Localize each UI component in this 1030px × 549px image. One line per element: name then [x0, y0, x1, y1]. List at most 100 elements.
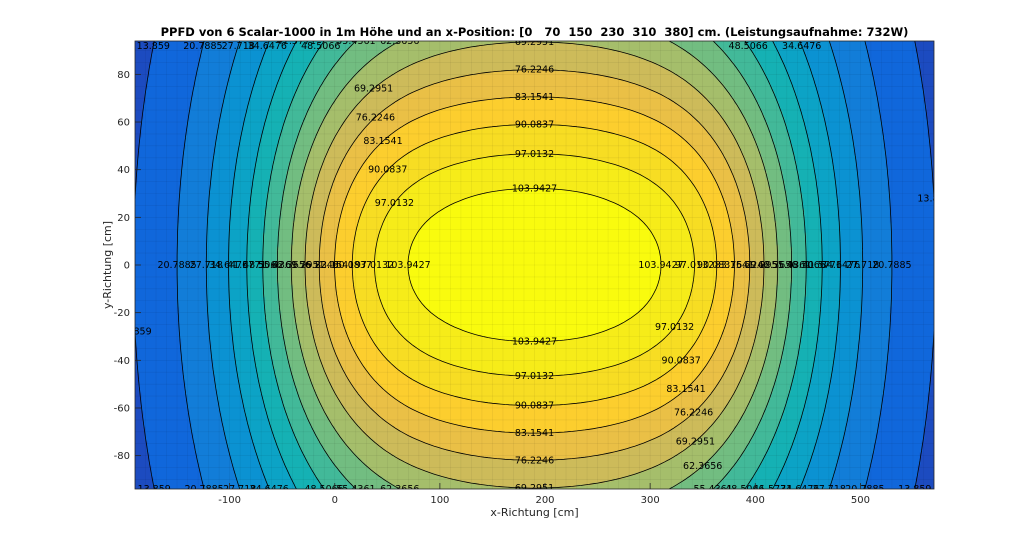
contour-label: 34.6476	[782, 41, 821, 52]
contour-label: 83.1541	[715, 260, 754, 271]
contour-label: 76.2246	[674, 408, 713, 419]
contour-label: 27.718	[222, 41, 255, 52]
contour-label: 55.4361	[772, 260, 811, 271]
y-tick-label: -20	[114, 308, 130, 319]
contour-line-1	[135, 41, 934, 489]
contour-line-6	[262, 41, 807, 489]
grid-lines	[135, 41, 934, 489]
contour-line-11	[334, 96, 735, 434]
contour-label: 55.4361	[336, 484, 375, 495]
contour-label: 27.718	[190, 260, 223, 271]
y-tick-label: 20	[117, 213, 130, 224]
y-tick-label: -60	[114, 403, 130, 414]
ppfd-heatmap	[135, 41, 934, 489]
contour-label: 103.9427	[512, 337, 557, 348]
contour-label: 27.718	[846, 260, 879, 271]
x-tick-label: 200	[535, 495, 554, 506]
contour-label: 62.3656	[380, 36, 419, 47]
contour-labels: 13.859 13.859 13.859 13.859 13.859 20.7885 20.…	[118, 36, 950, 495]
contour-label: 55.4361	[693, 484, 732, 495]
contour-label: 90.0837	[368, 165, 407, 176]
contour-label: 103.9427	[385, 260, 430, 271]
contour-label: 83.1541	[666, 384, 705, 395]
contour-label: 41.5771	[753, 484, 792, 495]
contour-line-3	[205, 41, 864, 489]
contour-label: 13.859	[917, 194, 950, 205]
contour-label: 103.9427	[638, 260, 683, 271]
y-tick-label: 40	[117, 165, 130, 176]
contour-label: 62.3656	[758, 260, 797, 271]
contour-label: 76.2246	[515, 65, 554, 76]
contour-line-2	[176, 41, 893, 489]
contour-label: 76.2246	[300, 260, 339, 271]
contour-label: 83.1541	[363, 136, 402, 147]
contour-label: 48.5066	[729, 41, 768, 52]
contour-label: 41.5771	[227, 260, 266, 271]
contour-label: 97.0132	[515, 149, 554, 160]
contour-label: 69.2951	[515, 483, 554, 494]
contour-label: 97.0132	[655, 322, 694, 333]
contour-label: 76.2246	[730, 260, 769, 271]
contour-line-8	[290, 41, 779, 489]
contour-label: 20.7885	[845, 484, 884, 495]
contour-label: 83.1541	[315, 260, 354, 271]
y-tick-label: -80	[114, 451, 130, 462]
contour-label: 34.6476	[821, 260, 860, 271]
contour-label: 27.718	[223, 484, 256, 495]
x-tick-label: 0	[332, 495, 338, 506]
y-tick-label: -40	[114, 356, 130, 367]
y-axis-label: y-Richtung [cm]	[101, 221, 114, 309]
contour-label: 41.5771	[277, 36, 316, 47]
contour-label: 90.0837	[697, 260, 736, 271]
contour-label: 41.5771	[803, 260, 842, 271]
x-tick-label: -100	[218, 495, 241, 506]
contour-label: 48.5066	[725, 484, 764, 495]
contour-label: 83.1541	[515, 428, 554, 439]
contour-label: 48.5066	[243, 260, 282, 271]
contour-line-4	[228, 41, 841, 489]
contour-label: 90.0837	[662, 355, 701, 366]
plot-area: 13.859 13.859 13.859 13.859 13.859 20.7885 20.…	[118, 36, 950, 495]
contour-label: 48.5066	[787, 260, 826, 271]
contour-label: 48.5066	[301, 41, 340, 52]
contour-label: 90.0837	[515, 120, 554, 131]
contour-line-13	[374, 153, 695, 377]
contour-label: 83.1541	[515, 92, 554, 103]
x-axis-label: x-Richtung [cm]	[490, 506, 578, 519]
contour-label: 20.7885	[184, 484, 223, 495]
chart-title: PPFD von 6 Scalar-1000 in 1m Höhe und an…	[161, 25, 909, 39]
contour-label: 103.9427	[512, 184, 557, 195]
y-axis: -80 -60 -40 -20 0 20 40 60 80	[114, 70, 141, 462]
contour-label: 62.3656	[683, 461, 722, 472]
contour-label: 20.7885	[157, 260, 196, 271]
y-tick-label: 60	[117, 118, 130, 129]
contour-label: 13.859	[118, 327, 151, 338]
x-tick-label: 100	[430, 495, 449, 506]
contour-label: 69.2951	[744, 260, 783, 271]
contour-label: 13.859	[137, 41, 170, 52]
contour-label: 90.0837	[515, 401, 554, 412]
y-tick-label: 80	[117, 70, 130, 81]
contour-label: 34.6476	[250, 484, 289, 495]
contour-label: 69.2951	[285, 260, 324, 271]
y-tick-label: 0	[124, 261, 130, 272]
contour-label: 97.0132	[515, 371, 554, 382]
contour-label: 69.2951	[676, 436, 715, 447]
contour-line-7	[277, 41, 792, 489]
contour-label: 76.2246	[515, 455, 554, 466]
contour-label: 34.6476	[248, 41, 287, 52]
contour-label: 97.0132	[675, 260, 714, 271]
contour-line-12	[351, 124, 718, 406]
contour-lines	[135, 41, 934, 489]
x-tick-label: 300	[641, 495, 660, 506]
contour-label: 97.0132	[375, 198, 414, 209]
contour-label: 27.718	[813, 484, 846, 495]
contour-label: 90.0837	[333, 260, 372, 271]
contour-label: 13.859	[138, 484, 171, 495]
x-axis: -100 0 100 200 300 400 500	[218, 483, 870, 506]
contour-line-10	[318, 69, 751, 461]
contour-label: 62.3656	[380, 484, 419, 495]
contour-label: 34.6476	[780, 484, 819, 495]
contour-label: 76.2246	[356, 112, 395, 123]
